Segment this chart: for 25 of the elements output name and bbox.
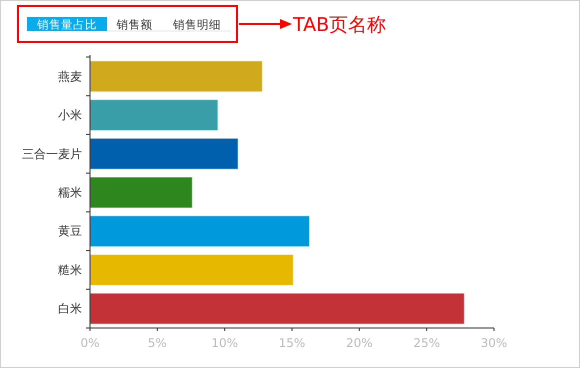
bar xyxy=(90,215,310,248)
x-tick-label: 20% xyxy=(346,336,373,350)
bar xyxy=(90,176,193,208)
text: TAB页名称 xyxy=(292,14,386,36)
y-tick-label: 三合一麦片 xyxy=(22,146,82,161)
y-tick-label: 黄豆 xyxy=(58,224,82,238)
x-tick-label: 30% xyxy=(480,336,508,350)
bar xyxy=(90,138,239,170)
x-tick-label: 0% xyxy=(80,336,100,350)
text: 销售额 xyxy=(116,18,152,32)
x-tick-label: 15% xyxy=(278,336,306,350)
x-tick-label: 5% xyxy=(148,336,167,350)
bar xyxy=(90,292,465,325)
y-tick-label: 白米 xyxy=(58,302,82,316)
y-tick-label: 燕麦 xyxy=(58,69,82,84)
x-tick-label: 10% xyxy=(211,336,238,350)
y-tick-label: 糙米 xyxy=(58,262,82,277)
bar xyxy=(90,60,263,92)
y-tick-label: 糯米 xyxy=(58,186,82,200)
y-tick-label: 小米 xyxy=(58,108,82,122)
x-tick-label: 25% xyxy=(413,336,440,350)
bar xyxy=(90,99,218,132)
bar xyxy=(90,254,294,286)
text: 销售量占比 xyxy=(36,18,97,32)
text: 销售明细 xyxy=(172,18,221,32)
